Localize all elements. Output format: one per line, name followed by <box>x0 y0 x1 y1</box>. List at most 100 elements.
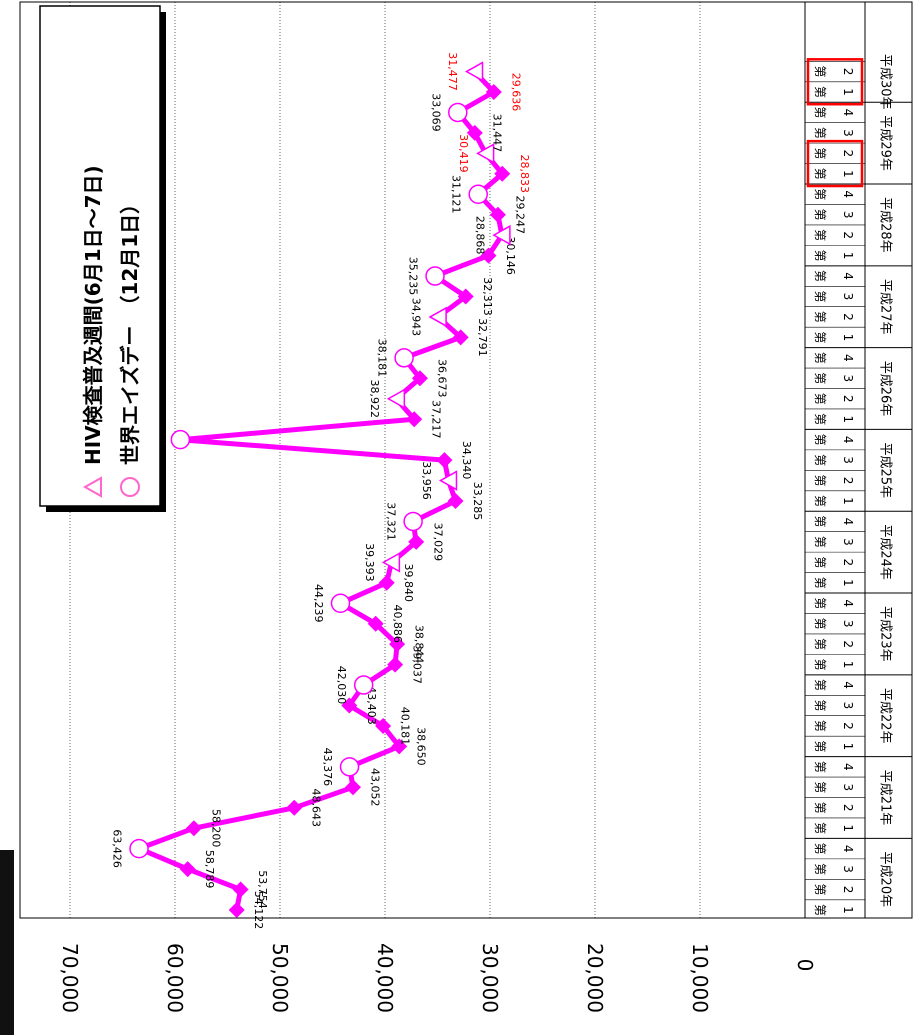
quarter-number: 2 <box>841 559 855 567</box>
diamond-marker <box>447 493 464 509</box>
data-label: 36,673 <box>435 359 448 398</box>
quarter-number: 3 <box>841 211 855 219</box>
year-label: 平成23年 <box>878 606 893 662</box>
quarter-number: 4 <box>841 354 855 362</box>
data-label: 38,844 <box>413 625 426 664</box>
quarter-label: 第 <box>813 475 827 487</box>
quarter-label: 第 <box>813 495 827 507</box>
diamond-marker <box>411 370 428 387</box>
quarter-label: 第 <box>813 106 827 118</box>
legend-label: 世界エイズデー （12月1日） <box>118 194 142 465</box>
quarter-number: 2 <box>841 231 855 239</box>
diamond-marker <box>232 881 249 898</box>
quarter-label: 第 <box>813 884 827 896</box>
quarter-number: 3 <box>841 702 855 710</box>
quarter-number: 2 <box>841 477 855 485</box>
quarter-label: 第 <box>813 577 827 589</box>
quarter-number: 1 <box>841 334 855 342</box>
diamond-marker <box>408 533 425 550</box>
quarter-number: 4 <box>841 599 855 607</box>
quarter-label: 第 <box>813 352 827 364</box>
data-label: 53,754 <box>256 870 269 909</box>
data-label: 44,239 <box>312 584 325 623</box>
quarter-label: 第 <box>813 618 827 630</box>
legend-box <box>39 5 161 507</box>
legend: 世界エイズデー （12月1日） HIV検査普及週間(6月1日～7日) <box>39 5 166 512</box>
year-label: 平成29年 <box>878 115 893 171</box>
data-label: 63,426 <box>111 829 124 868</box>
quarter-label: 第 <box>813 679 827 691</box>
data-label: 28,833 <box>518 155 531 194</box>
data-label: 48,643 <box>310 789 323 828</box>
data-label: 34,340 <box>460 441 473 480</box>
diamond-marker <box>228 902 245 918</box>
quarter-label: 第 <box>813 515 827 527</box>
data-label: 37,217 <box>430 400 443 439</box>
quarter-label: 第 <box>813 331 827 343</box>
diamond-marker <box>436 452 453 469</box>
quarter-number: 3 <box>841 865 855 873</box>
quarter-label: 第 <box>813 802 827 814</box>
quarter-number: 4 <box>841 436 855 444</box>
quarter-label: 第 <box>813 188 827 200</box>
year-label: 平成27年 <box>878 279 893 335</box>
quarter-label: 第 <box>813 556 827 568</box>
circle-marker <box>353 675 374 695</box>
diamond-marker <box>391 738 408 755</box>
quarter-number: 4 <box>841 272 855 280</box>
triangle-marker <box>492 224 511 246</box>
quarter-number: 1 <box>841 661 855 669</box>
quarter-label: 第 <box>813 659 827 671</box>
quarter-label: 第 <box>813 761 827 773</box>
legend-label: HIV検査普及週間(6月1日～7日) <box>81 165 105 465</box>
data-label: 39,393 <box>363 543 376 582</box>
quarter-label: 第 <box>813 536 827 548</box>
y-tick-label: 20,000 <box>583 943 607 1013</box>
data-label: 40,886 <box>391 604 404 643</box>
quarter-label: 第 <box>813 229 827 241</box>
quarter-label: 第 <box>813 699 827 711</box>
quarter-number: 2 <box>841 722 855 730</box>
triangle-marker <box>428 306 447 328</box>
data-label: 35,235 <box>407 257 420 296</box>
quarter-number: 3 <box>841 129 855 137</box>
diamond-marker <box>485 84 502 100</box>
data-label: 32,791 <box>476 318 489 357</box>
diamond-marker <box>367 615 384 632</box>
circle-marker <box>425 266 445 286</box>
quarter-label: 第 <box>813 740 827 752</box>
y-tick-label: 60,000 <box>163 943 187 1013</box>
diamond-marker <box>344 779 361 796</box>
data-label: 29,247 <box>513 195 526 234</box>
quarter-label: 第 <box>813 904 827 916</box>
triangle-marker <box>438 470 458 491</box>
quarter-number: 3 <box>841 456 855 464</box>
quarter-label: 第 <box>813 66 827 78</box>
data-label: 31,477 <box>446 52 459 91</box>
y-tick-label: 70,000 <box>58 943 82 1013</box>
data-label: 34,943 <box>410 298 423 337</box>
circle-marker <box>468 184 488 204</box>
quarter-number: 1 <box>841 906 855 914</box>
year-label: 平成21年 <box>878 770 893 826</box>
y-tick-label: 30,000 <box>478 943 502 1013</box>
data-label: 38,922 <box>368 380 381 419</box>
quarter-label: 第 <box>813 168 827 180</box>
category-axis: 第 1 第 2 第 3 第 4 第 1 第 2 第 3 第 4 第 1 第 2 第 3 第 4 第 1 第 2 第 3 第 4 第 1 第 2 第 3 第 4… <box>804 1 913 919</box>
quarter-number: 2 <box>841 640 855 648</box>
year-label: 平成20年 <box>878 852 893 908</box>
quarter-number: 1 <box>841 170 855 178</box>
legend-marker-circle <box>120 477 140 497</box>
quarter-number: 3 <box>841 293 855 301</box>
diamond-marker <box>480 247 497 264</box>
data-label: 54,122 <box>252 891 265 930</box>
highlight-box <box>806 139 864 188</box>
y-tick-label: 0 <box>793 959 817 972</box>
circle-marker <box>330 593 351 613</box>
data-label: 31,121 <box>450 175 463 214</box>
quarter-number: 4 <box>841 763 855 771</box>
y-tick-label: 40,000 <box>373 943 397 1013</box>
circle-marker <box>129 838 149 859</box>
year-label: 平成30年 <box>878 54 893 110</box>
